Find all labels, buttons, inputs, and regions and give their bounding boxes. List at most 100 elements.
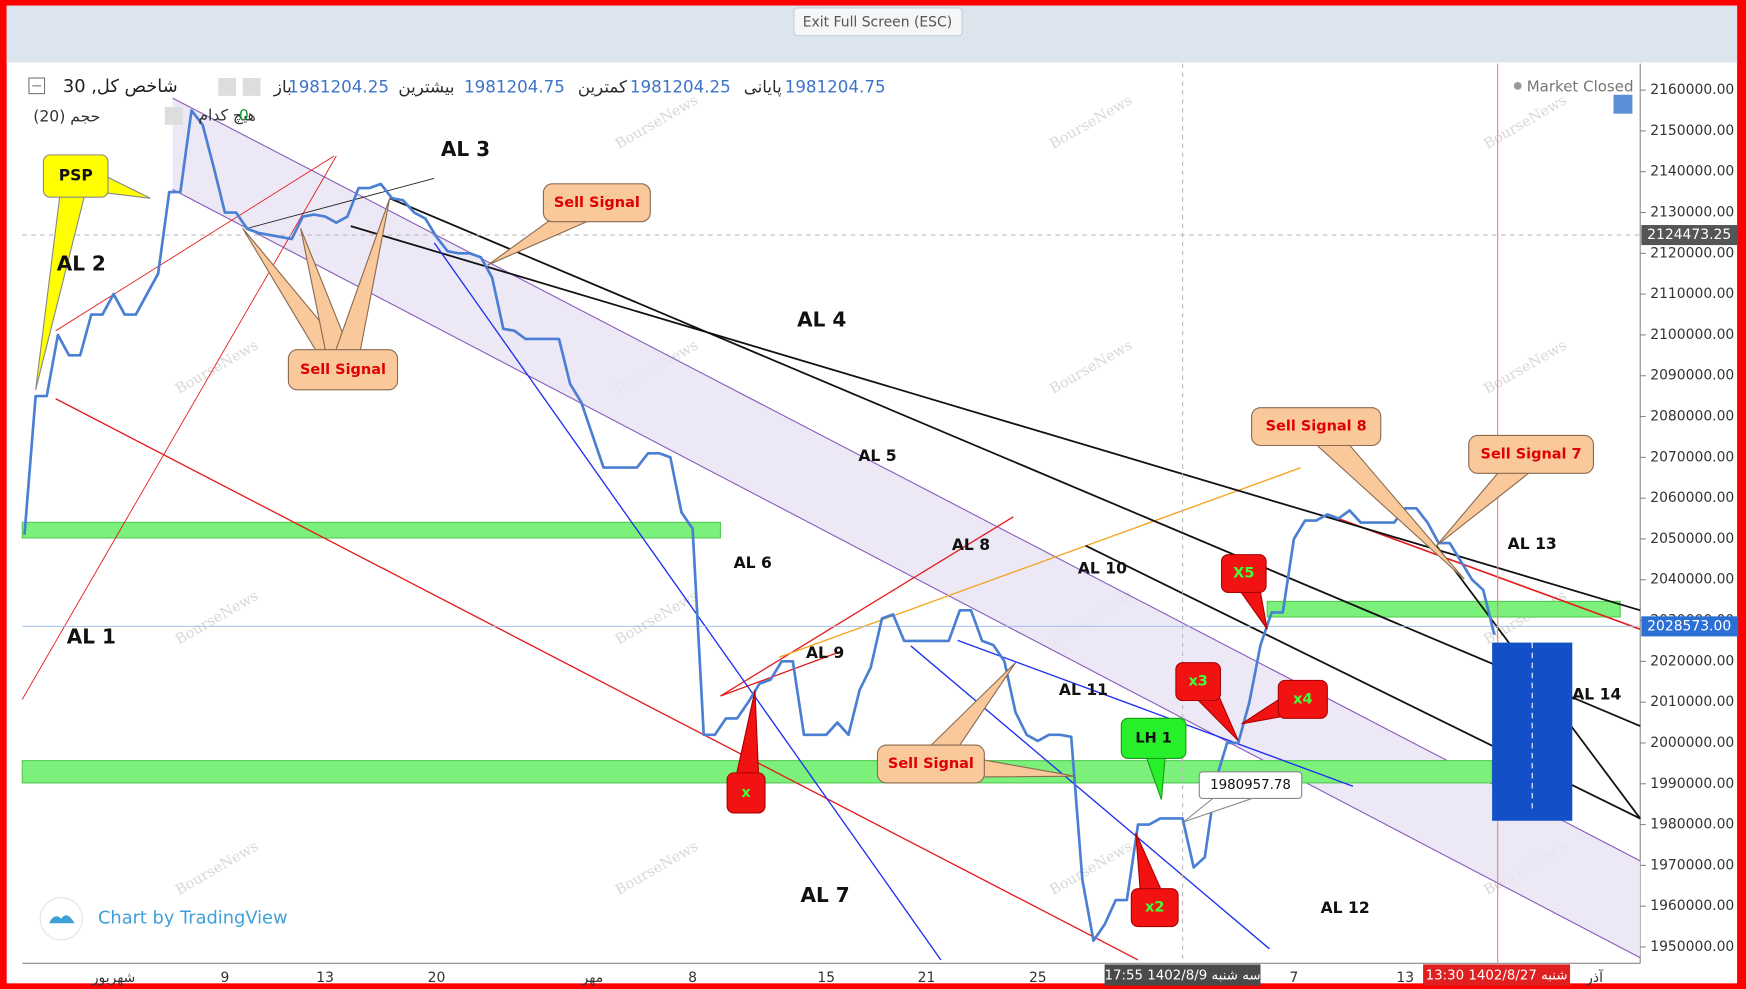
- x-tick-label: 13: [316, 970, 334, 986]
- price-tag-label: 2124473.25: [1647, 227, 1731, 243]
- indicator-label: هیچ کدام: [198, 106, 256, 124]
- y-tick-label: 2050000.00: [1650, 531, 1734, 547]
- symbol: شاخص کل, 30: [63, 76, 178, 97]
- legend-label: کمترین: [578, 77, 627, 97]
- y-tick-label: 2110000.00: [1650, 286, 1734, 302]
- callout-text: Sell Signal 7: [1481, 446, 1582, 462]
- y-tick-label: 2100000.00: [1650, 327, 1734, 343]
- indicator-value: 0: [239, 106, 249, 124]
- callout-box: [1220, 554, 1267, 594]
- x-tick-label: شهریور: [91, 970, 136, 986]
- callout-box: [1468, 434, 1595, 474]
- price-tag-label: 2028573.00: [1647, 618, 1731, 634]
- legend-value: 1981204.25: [630, 77, 731, 97]
- y-tick-label: 1970000.00: [1650, 857, 1734, 873]
- y-tick-label: 2090000.00: [1650, 368, 1734, 384]
- callout-text: x4: [1293, 691, 1312, 707]
- y-tick-label: 2000000.00: [1650, 735, 1734, 751]
- x-tick-label: 20: [428, 970, 446, 986]
- callout-text: x3: [1188, 674, 1207, 690]
- line-label: AL 8: [952, 536, 990, 554]
- y-tick-label: 2150000.00: [1650, 123, 1734, 139]
- line-label: AL 1: [67, 625, 116, 649]
- price-tag: [1641, 616, 1739, 637]
- callout-box: [1277, 679, 1328, 719]
- market-status: Market Closed: [1527, 77, 1634, 95]
- time-label: شنبه 1402/8/27 13:30: [1426, 969, 1568, 984]
- line-label: AL 11: [1059, 681, 1108, 699]
- legend-label: باز: [273, 77, 292, 97]
- trend-line: [389, 197, 1641, 727]
- trend-line: [247, 177, 435, 229]
- status-dot: [1513, 81, 1522, 90]
- line-label: AL 6: [734, 554, 772, 572]
- callout-box: [876, 744, 985, 784]
- callout-text: Sell Signal: [888, 756, 974, 772]
- y-tick-label: 2040000.00: [1650, 572, 1734, 588]
- time-label: سه شنبه 1402/8/9 17:55: [1105, 969, 1261, 984]
- y-tick-label: 2070000.00: [1650, 449, 1734, 465]
- y-tick-label: 2080000.00: [1650, 409, 1734, 425]
- line-label: AL 7: [801, 883, 850, 907]
- trend-line: [720, 516, 1014, 697]
- line-label: AL 12: [1321, 899, 1370, 917]
- projection-box: [1492, 642, 1573, 821]
- legend-value: 1981204.75: [785, 77, 886, 97]
- credit-text[interactable]: Chart by TradingView: [98, 908, 288, 929]
- credit: Chart by TradingView: [39, 897, 288, 941]
- price-tag: [1641, 225, 1739, 246]
- trend-line: [55, 398, 1139, 961]
- exit-button[interactable]: [793, 7, 963, 37]
- eye-icon[interactable]: [164, 106, 183, 125]
- callout-text: Sell Signal: [300, 362, 386, 378]
- trend-line: [910, 645, 1270, 950]
- trend-line: [779, 467, 1301, 658]
- settings-icon[interactable]: [242, 78, 261, 96]
- callout-text: Sell Signal 8: [1266, 419, 1367, 435]
- callout-text: x: [741, 785, 751, 801]
- line-label: AL 9: [806, 644, 844, 662]
- trend-line: [1335, 517, 1641, 631]
- callout-text: x2: [1145, 900, 1164, 916]
- time-label-box: [1104, 964, 1261, 986]
- y-tick-label: 1980000.00: [1650, 817, 1734, 833]
- callout-text: Sell Signal: [554, 195, 640, 211]
- callout-box: [1120, 717, 1187, 759]
- line-label: AL 10: [1078, 560, 1127, 578]
- callout-box: [726, 772, 766, 814]
- eye-icon[interactable]: [218, 78, 237, 96]
- scroll-button[interactable]: [1613, 94, 1633, 114]
- callout-text: 1980957.78: [1210, 778, 1291, 793]
- callout-box: [1251, 407, 1382, 447]
- x-tick-label: 9: [221, 970, 230, 986]
- x-tick-label: 7: [1289, 970, 1298, 986]
- price-line: [23, 109, 1496, 943]
- x-tick-label: مهر: [581, 970, 604, 986]
- callout-box: [287, 349, 399, 391]
- line-label: AL 13: [1508, 535, 1557, 553]
- callout-box: [1175, 662, 1221, 702]
- channel-line: [172, 97, 1641, 862]
- line-label: AL 5: [858, 447, 896, 465]
- legend-value: 1981204.25: [288, 77, 389, 97]
- legend: شاخص کل, 30 باز 1981204.25 بیشترین 19812…: [28, 76, 1634, 126]
- time-label-box: [1423, 964, 1571, 986]
- zone: [21, 521, 722, 539]
- y-tick-label: 2060000.00: [1650, 490, 1734, 506]
- exit-button-label[interactable]: Exit Full Screen (ESC): [803, 14, 952, 30]
- x-tick-label: 21: [918, 970, 936, 986]
- time-labels: سه شنبه 1402/8/9 17:55 شنبه 1402/8/27 13…: [1104, 964, 1571, 986]
- legend-label: بیشترین: [398, 77, 454, 97]
- y-tick-label: 2010000.00: [1650, 694, 1734, 710]
- trend-line: [720, 650, 841, 697]
- trend-line: [55, 155, 335, 332]
- trend-line: [350, 225, 1641, 612]
- y-tick-label: 1990000.00: [1650, 776, 1734, 792]
- zone: [1266, 600, 1621, 618]
- trend-line: [433, 242, 942, 961]
- x-tick-label: 15: [817, 970, 835, 986]
- x-tick-label: آذر: [1585, 969, 1604, 986]
- axes: 1950000.00 1960000.00 1970000.00 1980000.00…: [91, 82, 1739, 986]
